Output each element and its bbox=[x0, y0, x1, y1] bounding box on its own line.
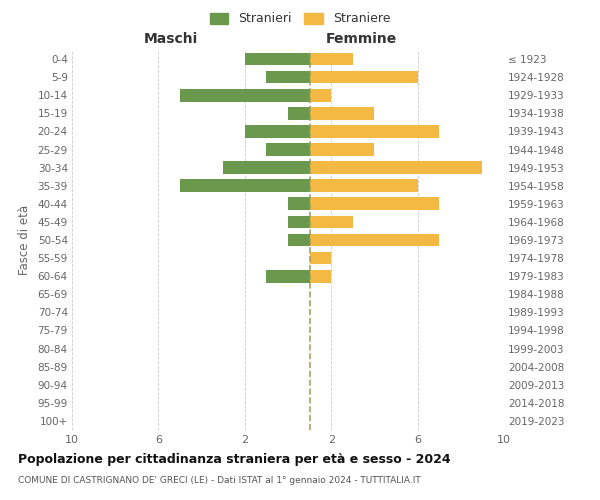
Bar bbox=[180, 180, 310, 192]
Bar bbox=[310, 143, 374, 156]
Bar bbox=[310, 125, 439, 138]
Bar bbox=[180, 89, 310, 102]
Bar bbox=[288, 234, 310, 246]
Bar bbox=[223, 162, 310, 174]
Bar bbox=[288, 198, 310, 210]
Text: Femmine: Femmine bbox=[326, 32, 397, 46]
Bar bbox=[310, 198, 439, 210]
Bar bbox=[288, 107, 310, 120]
Y-axis label: Fasce di età: Fasce di età bbox=[17, 205, 31, 275]
Text: Maschi: Maschi bbox=[144, 32, 199, 46]
Bar bbox=[245, 125, 310, 138]
Bar bbox=[310, 89, 331, 102]
Bar bbox=[266, 71, 310, 84]
Bar bbox=[266, 270, 310, 282]
Bar bbox=[310, 71, 418, 84]
Text: Popolazione per cittadinanza straniera per età e sesso - 2024: Popolazione per cittadinanza straniera p… bbox=[18, 452, 451, 466]
Bar bbox=[310, 107, 374, 120]
Text: COMUNE DI CASTRIGNANO DE' GRECI (LE) - Dati ISTAT al 1° gennaio 2024 - TUTTITALI: COMUNE DI CASTRIGNANO DE' GRECI (LE) - D… bbox=[18, 476, 421, 485]
Bar bbox=[310, 252, 331, 264]
Bar bbox=[288, 216, 310, 228]
Bar bbox=[310, 216, 353, 228]
Bar bbox=[245, 52, 310, 66]
Bar bbox=[310, 180, 418, 192]
Bar bbox=[266, 143, 310, 156]
Bar bbox=[310, 52, 353, 66]
Bar bbox=[310, 234, 439, 246]
Bar bbox=[310, 270, 331, 282]
Legend: Stranieri, Straniere: Stranieri, Straniere bbox=[203, 6, 397, 32]
Bar bbox=[310, 162, 482, 174]
